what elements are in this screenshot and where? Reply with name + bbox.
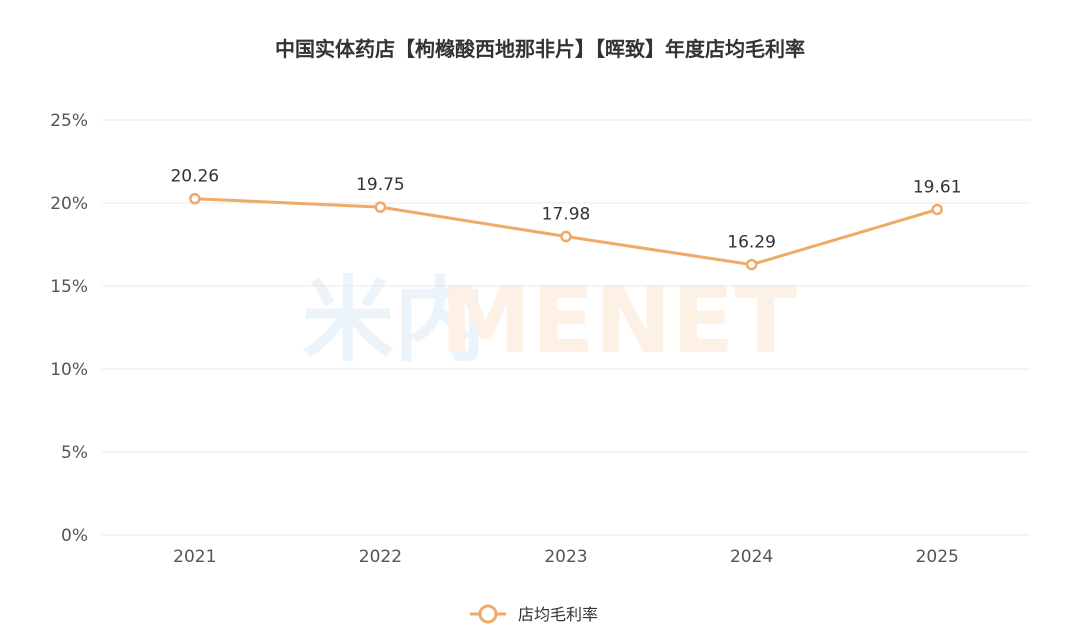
y-tick-label: 20% — [50, 194, 88, 214]
data-label: 19.75 — [356, 175, 405, 195]
legend-label: 店均毛利率 — [518, 605, 598, 624]
x-tick-label: 2025 — [916, 547, 959, 567]
legend-marker — [478, 604, 498, 624]
y-tick-label: 5% — [61, 443, 88, 463]
x-tick-label: 2023 — [544, 547, 587, 567]
data-point[interactable] — [189, 192, 201, 205]
y-axis: 0% 5% 10% 15% 20% 25% — [50, 111, 88, 546]
data-label: 20.26 — [170, 167, 219, 187]
data-point[interactable] — [374, 201, 387, 213]
data-point[interactable] — [745, 258, 758, 271]
y-tick-label: 10% — [50, 360, 88, 380]
data-label: 16.29 — [727, 233, 776, 253]
data-label: 19.61 — [913, 177, 962, 197]
plot-area: 20.26 19.75 17.98 16.29 19.61 — [170, 167, 962, 271]
data-point[interactable] — [560, 230, 572, 243]
watermark-cn: 米内 — [302, 267, 486, 374]
y-gridlines — [102, 119, 1030, 536]
y-tick-label: 0% — [61, 526, 88, 546]
watermark-en: MENET — [440, 267, 797, 374]
watermark-logo: 米内 MENET — [302, 267, 797, 374]
x-tick-label: 2024 — [730, 547, 773, 567]
y-tick-label: 15% — [50, 277, 88, 297]
x-tick-label: 2021 — [173, 547, 216, 567]
data-label: 17.98 — [542, 205, 591, 225]
chart-title: 中国实体药店【枸橼酸西地那非片】【晖致】年度店均毛利率 — [275, 37, 805, 61]
y-tick-label: 25% — [50, 111, 88, 131]
x-axis: 2021 2022 2023 2024 2025 — [173, 547, 959, 567]
legend[interactable]: 店均毛利率 — [470, 604, 598, 624]
data-point[interactable] — [931, 203, 943, 216]
x-tick-label: 2022 — [359, 547, 402, 567]
